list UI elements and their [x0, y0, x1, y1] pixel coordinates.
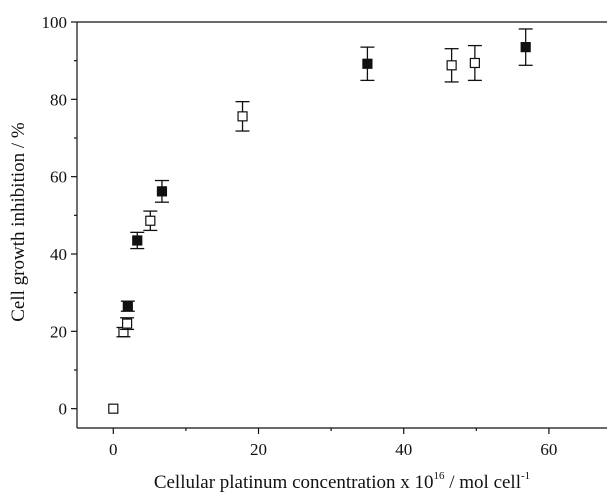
data-point-filled — [122, 301, 133, 312]
data-point-filled — [132, 235, 143, 246]
x-axis-label-unit: / mol cell — [444, 472, 521, 493]
x-axis-label: Cellular platinum concentration x 1016 /… — [154, 470, 530, 493]
data-point-open — [121, 318, 133, 329]
y-tick-label: 100 — [42, 13, 68, 32]
x-tick-label: 20 — [250, 440, 267, 459]
data-point-open — [145, 215, 156, 226]
y-tick-label: 0 — [59, 400, 68, 419]
x-axis-label-main: Cellular platinum concentration x 10 — [154, 472, 434, 493]
y-tick-label: 40 — [50, 245, 67, 264]
data-point-open — [237, 111, 248, 122]
data-point-open — [446, 60, 457, 71]
data-marks — [108, 28, 533, 414]
data-point-filled — [156, 186, 168, 197]
x-tick-label: 60 — [540, 440, 557, 459]
x-axis-label-exponent-1: 16 — [433, 470, 445, 482]
data-point-filled — [362, 58, 373, 69]
data-point-open — [108, 403, 119, 414]
x-axis-label-exponent-2: -1 — [521, 470, 530, 482]
axes — [76, 21, 607, 429]
y-axis-label: Cell growth inhibition / % — [8, 122, 29, 322]
data-point-open — [469, 57, 480, 69]
ticks: 0 20 40 60 80 100 0 20 40 60 — [42, 13, 558, 459]
y-tick-label: 80 — [50, 90, 67, 109]
x-tick-label: 0 — [109, 440, 118, 459]
y-tick-label: 60 — [50, 168, 67, 187]
x-tick-label: 40 — [395, 440, 412, 459]
y-tick-label: 20 — [50, 322, 67, 341]
data-point-filled — [520, 42, 531, 53]
